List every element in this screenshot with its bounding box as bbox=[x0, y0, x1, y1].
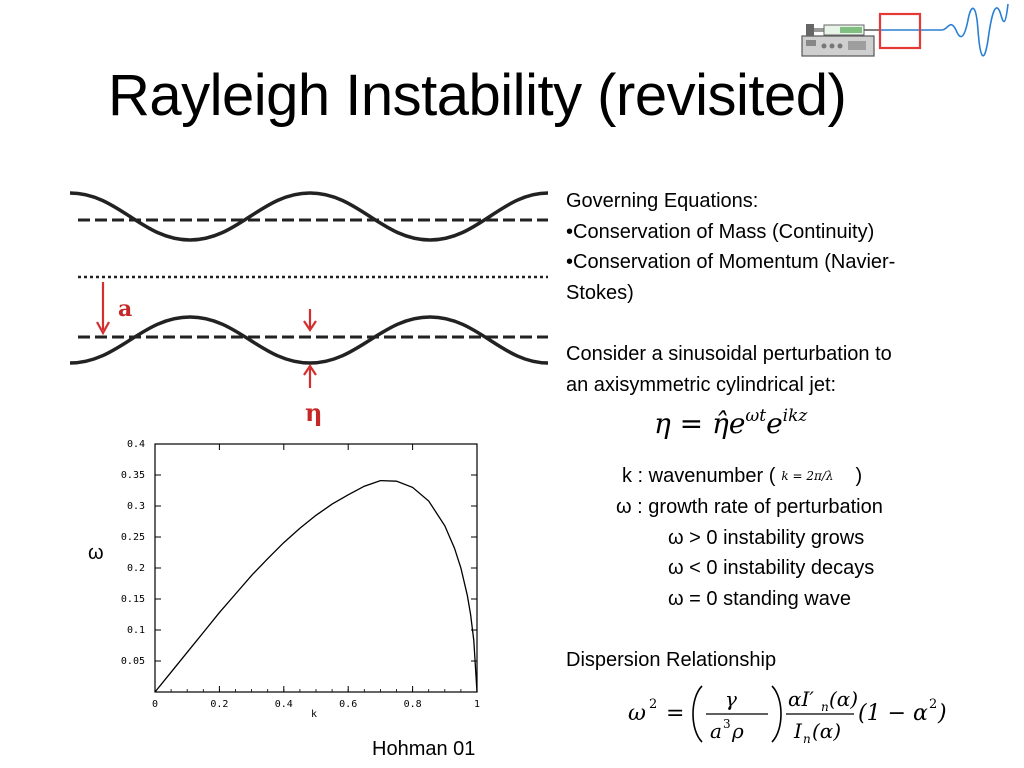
disp-num: αI′ bbox=[788, 687, 814, 711]
disp-den: I bbox=[793, 719, 803, 743]
x-tick-label: 1 bbox=[474, 699, 480, 710]
eta-e2: e bbox=[766, 407, 783, 440]
x-tick-label: 0.2 bbox=[210, 699, 228, 710]
eta-exp-2: ikz bbox=[782, 406, 808, 426]
disp-equals: = bbox=[666, 701, 684, 726]
x-tick-label: 0.4 bbox=[275, 699, 293, 710]
y-tick-label: 0.15 bbox=[121, 594, 145, 605]
omega-zero: ω = 0 standing wave bbox=[668, 587, 851, 610]
plot-frame bbox=[154, 443, 478, 693]
y-tick-label: 0.1 bbox=[127, 625, 145, 636]
y-tick-label: 0.2 bbox=[127, 563, 145, 574]
disp-den-sub: n bbox=[803, 732, 811, 746]
y-tick-label: 0.05 bbox=[121, 656, 145, 667]
dispersion-equation: ω 2 = γ a 3 ρ αI′ n (α) I n (α) (1 − α 2… bbox=[628, 685, 947, 746]
disp-lhs: ω bbox=[628, 701, 646, 726]
wavenumber-suffix: ) bbox=[855, 465, 863, 488]
disp-lhs-exp: 2 bbox=[649, 697, 657, 712]
eta-exp-1: ωt bbox=[745, 406, 767, 426]
upper-wave-surface bbox=[70, 191, 548, 242]
radius-label: a bbox=[118, 296, 133, 322]
jet-perturbation-diagram bbox=[70, 191, 548, 388]
consider-line-1: Consider a sinusoidal perturbation to bbox=[566, 342, 892, 365]
momentum-bullet-cont: Stokes) bbox=[566, 281, 634, 304]
disp-gamma: γ bbox=[725, 687, 737, 711]
x-axis-label: k bbox=[311, 709, 317, 720]
disp-num-arg: (α) bbox=[829, 687, 858, 711]
x-tick-label: 0 bbox=[152, 699, 158, 710]
omega-positive: ω > 0 instability grows bbox=[668, 526, 865, 549]
electrospinning-logo-icon bbox=[801, 3, 1009, 57]
page-title: Rayleigh Instability (revisited) bbox=[108, 63, 847, 128]
wavenumber-prefix: k : wavenumber ( bbox=[622, 465, 776, 488]
dispersion-plot: 0 0.2 0.4 0.6 0.8 1 0.05 0.1 0.15 0.2 0.25 0.3 0.35 0… bbox=[121, 439, 480, 720]
consider-line-2: an axisymmetric cylindrical jet: bbox=[566, 373, 837, 396]
y-tick-label: 0.35 bbox=[121, 470, 145, 481]
plot-y-axis-label: ω bbox=[88, 542, 104, 564]
momentum-bullet: •Conservation of Momentum (Navier- bbox=[566, 251, 896, 274]
amplitude-label: η bbox=[305, 398, 323, 427]
disp-rho: ρ bbox=[731, 719, 744, 743]
mass-bullet: •Conservation of Mass (Continuity) bbox=[566, 220, 875, 243]
disp-num-sub: n bbox=[821, 700, 829, 714]
x-tick-label: 0.6 bbox=[339, 699, 357, 710]
disp-tail-exp: 2 bbox=[929, 697, 937, 712]
y-tick-label: 0.25 bbox=[121, 532, 145, 543]
disp-den-arg: (α) bbox=[812, 719, 841, 743]
wavenumber-def: k : wavenumber ( k = 2π/λ) bbox=[566, 461, 1011, 492]
citation: Hohman 01 bbox=[372, 738, 476, 760]
y-tick-label: 0.3 bbox=[127, 501, 145, 512]
disp-tail-close: ) bbox=[937, 701, 947, 726]
dispersion-curve bbox=[154, 479, 478, 693]
governing-equations-text: Governing Equations: •Conservation of Ma… bbox=[566, 186, 1011, 676]
x-tick-label: 0.8 bbox=[404, 699, 422, 710]
perturbation-equation: η = η̂eωteikz bbox=[654, 406, 807, 440]
disp-a: a bbox=[710, 719, 722, 743]
disp-tail: (1 − α bbox=[858, 701, 928, 726]
eta-lhs: η = η̂e bbox=[654, 407, 746, 440]
disp-a-exp: 3 bbox=[723, 717, 731, 731]
growth-rate-def: ω : growth rate of perturbation bbox=[616, 495, 883, 518]
y-tick-label: 0.4 bbox=[127, 439, 145, 450]
lower-wave-surface bbox=[70, 315, 548, 365]
dispersion-heading: Dispersion Relationship bbox=[566, 648, 777, 671]
wavenumber-formula: k = 2π/λ bbox=[781, 469, 834, 484]
omega-negative: ω < 0 instability decays bbox=[668, 557, 875, 580]
governing-heading: Governing Equations: bbox=[566, 190, 759, 212]
